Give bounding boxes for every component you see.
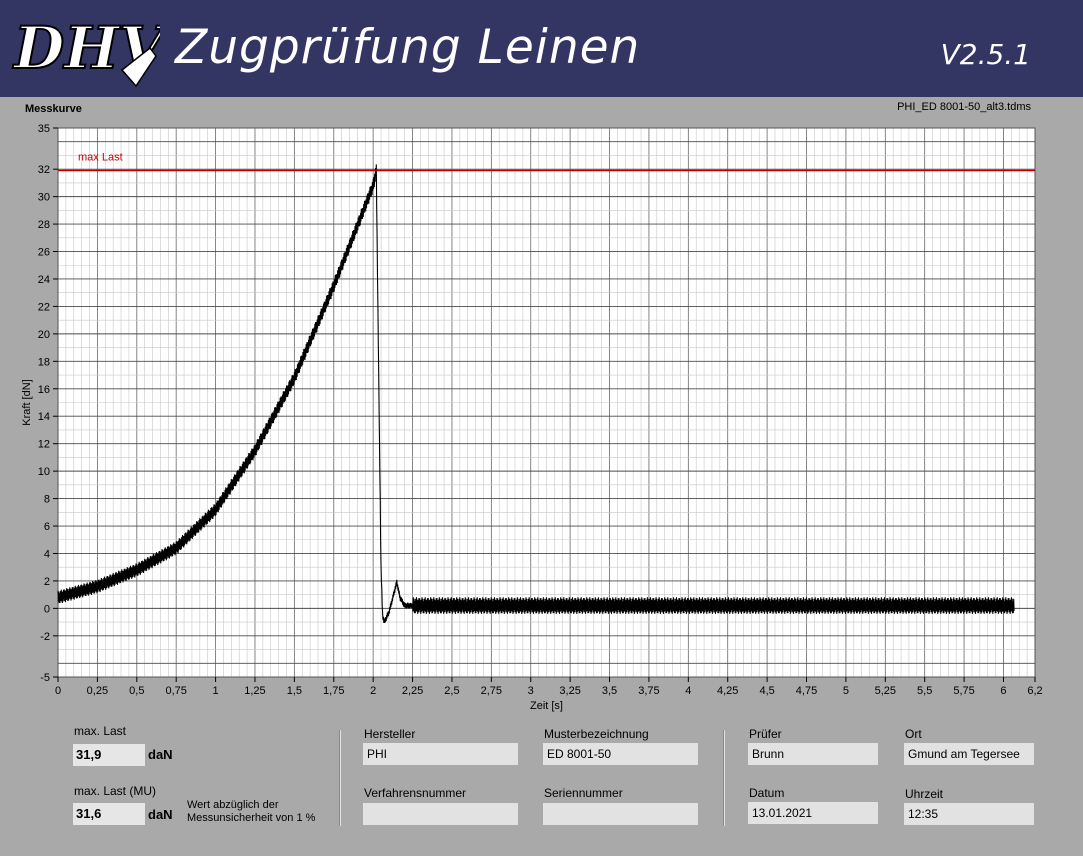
hersteller-label: Hersteller	[364, 727, 416, 741]
series-line	[57, 164, 1015, 623]
y-tick-label: 14	[38, 411, 50, 423]
uhrzeit-label: Uhrzeit	[905, 787, 944, 801]
x-tick-label: 1,25	[244, 685, 265, 697]
y-tick-label: 20	[38, 329, 50, 341]
x-tick-label: 4,25	[717, 685, 738, 697]
seriennummer-field[interactable]	[543, 803, 698, 825]
y-tick-label: 28	[38, 219, 50, 231]
pruefer-label: Prüfer	[749, 727, 782, 741]
max-load-mu-label: max. Last (MU)	[74, 784, 157, 798]
x-tick-label: 0,5	[129, 685, 144, 697]
x-tick-label: 1,5	[287, 685, 302, 697]
separator-right	[723, 730, 725, 826]
y-tick-label: 18	[38, 356, 50, 368]
x-tick-label: 3,25	[559, 685, 580, 697]
x-tick-label: 2,75	[481, 685, 502, 697]
max-load-label: max. Last	[74, 724, 127, 738]
x-tick-label: 0,25	[87, 685, 108, 697]
reference-line-label: max Last	[78, 152, 123, 164]
separator-left	[339, 730, 341, 826]
seriennummer-label: Seriennummer	[544, 786, 623, 800]
chart-label: Messkurve	[25, 103, 82, 115]
y-tick-label: 30	[38, 192, 50, 204]
mu-note-line2: Messunsicherheit von 1 %	[187, 812, 316, 824]
x-tick-label: 1,75	[323, 685, 344, 697]
datum-field[interactable]: 13.01.2021	[748, 802, 878, 824]
y-tick-label: 22	[38, 301, 50, 313]
x-axis-label: Zeit [s]	[530, 700, 563, 712]
y-tick-label: 35	[38, 123, 50, 135]
x-tick-label: 6	[1000, 685, 1006, 697]
x-tick-label: 4,75	[796, 685, 817, 697]
y-tick-label: 8	[44, 494, 50, 506]
file-name: PHI_ED 8001-50_alt3.tdms	[897, 101, 1031, 113]
max-load-mu-value: 31,6	[73, 803, 145, 825]
y-tick-label: 12	[38, 439, 50, 451]
dhv-logo: DHV	[11, 13, 160, 88]
plot-border	[57, 127, 1036, 678]
y-tick-label: 26	[38, 247, 50, 259]
ort-field[interactable]: Gmund am Tegersee	[904, 743, 1034, 765]
uhrzeit-field[interactable]: 12:35	[904, 803, 1034, 825]
version-label: V2.5.1	[940, 38, 1031, 71]
logo-text: DHV	[12, 14, 160, 82]
x-tick-label: 6,2	[1027, 685, 1042, 697]
musterbezeichnung-field[interactable]: ED 8001-50	[543, 743, 698, 765]
chart-grid	[57, 127, 1036, 678]
y-axis-label: Kraft [dN]	[21, 379, 33, 425]
x-tick-label: 5,75	[953, 685, 974, 697]
verfahrensnummer-field[interactable]	[363, 803, 518, 825]
hersteller-field[interactable]: PHI	[363, 743, 518, 765]
y-tick-label: -5	[40, 672, 50, 684]
y-tick-label: 0	[44, 603, 50, 615]
datum-label: Datum	[749, 786, 785, 800]
ort-label: Ort	[905, 727, 922, 741]
x-tick-label: 3	[528, 685, 534, 697]
y-tick-label: 24	[38, 274, 50, 286]
y-tick-label: 2	[44, 576, 50, 588]
chart-ticks: 0 0,25 0,5 0,75 1 1,25 1,5 1,75 2 2,25 2,5 2,75 3 3,2…	[38, 123, 1043, 697]
x-tick-label: 2,25	[402, 685, 423, 697]
max-load-value: 31,9	[73, 744, 145, 766]
force-time-chart[interactable]: 0 0,25 0,5 0,75 1 1,25 1,5 1,75 2 2,25 2,5 2,75 3 3,2…	[0, 110, 1083, 720]
musterbezeichnung-label: Musterbezeichnung	[544, 727, 649, 741]
verfahrensnummer-label: Verfahrensnummer	[364, 786, 467, 800]
x-tick-label: 4	[685, 685, 691, 697]
x-tick-label: 2	[370, 685, 376, 697]
app-title: Zugprüfung Leinen	[175, 20, 641, 75]
x-tick-label: 5,25	[875, 685, 896, 697]
max-load-unit: daN	[148, 747, 173, 762]
y-tick-label: 16	[38, 384, 50, 396]
x-tick-label: 4,5	[759, 685, 774, 697]
mu-note-line1: Wert abzüglich der	[187, 799, 279, 811]
x-tick-label: 0,75	[165, 685, 186, 697]
chart-series	[57, 164, 1015, 623]
y-tick-label: 32	[38, 164, 50, 176]
x-tick-label: 2,5	[444, 685, 459, 697]
x-tick-label: 5	[843, 685, 849, 697]
max-load-mu-unit: daN	[148, 807, 173, 822]
x-tick-label: 5,5	[917, 685, 932, 697]
y-tick-label: -2	[40, 631, 50, 643]
x-tick-label: 0	[55, 685, 61, 697]
pruefer-field[interactable]: Brunn	[748, 743, 878, 765]
x-tick-label: 1	[213, 685, 219, 697]
x-tick-label: 3,5	[602, 685, 617, 697]
y-tick-label: 10	[38, 466, 50, 478]
y-tick-label: 6	[44, 521, 50, 533]
x-tick-label: 3,75	[638, 685, 659, 697]
app-header: DHV Zugprüfung Leinen V2.5.1	[0, 0, 1083, 97]
y-tick-label: 4	[44, 548, 50, 560]
